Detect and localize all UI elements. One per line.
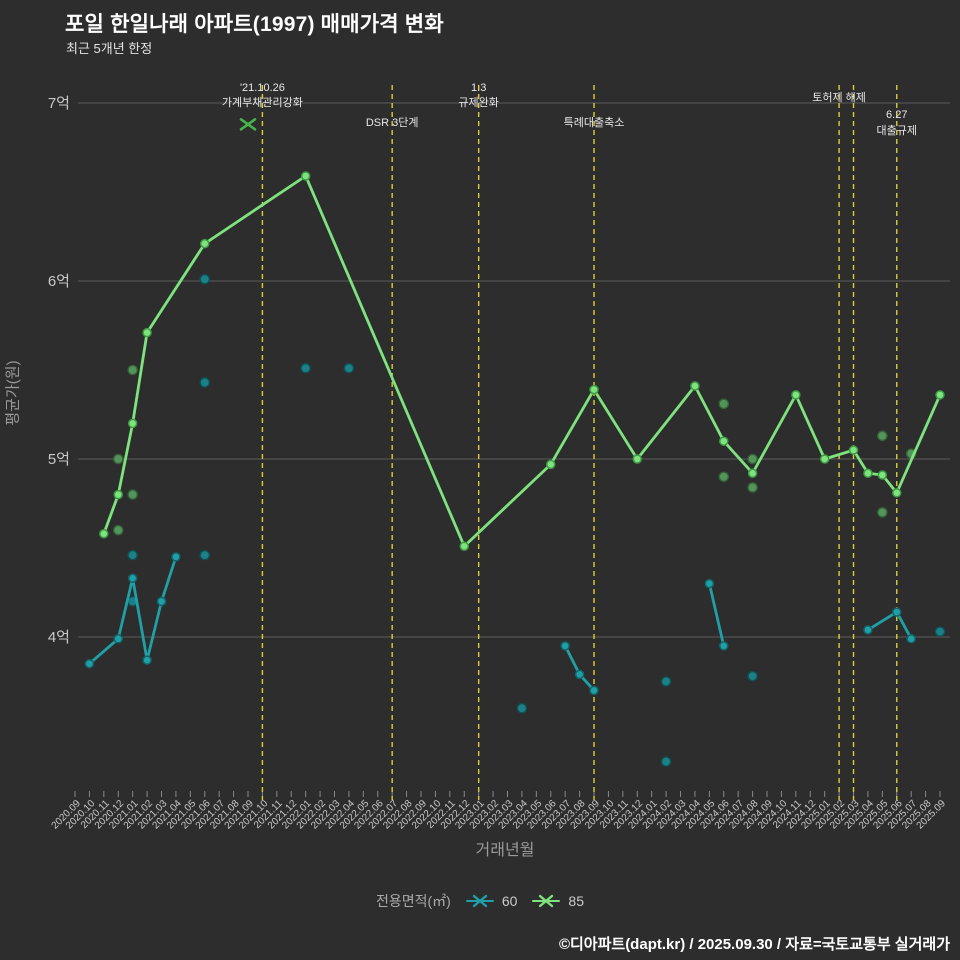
- series-marker-60: [863, 625, 873, 635]
- scatter-dot-60: [199, 549, 211, 561]
- legend: 전용면적(㎡) 60 85: [0, 891, 960, 911]
- series-marker-85: [300, 171, 311, 181]
- series-marker-60: [906, 634, 916, 644]
- series-marker-85: [747, 468, 758, 478]
- event-label: 규제완화: [458, 96, 498, 109]
- legend-marker-icon: [465, 894, 494, 908]
- series-marker-60: [892, 607, 902, 617]
- scatter-dot-85: [112, 453, 124, 465]
- series-line-60: [707, 582, 726, 648]
- event-label: '21.10.26: [240, 82, 285, 94]
- legend-item-85[interactable]: 85: [531, 893, 584, 909]
- series-line-60: [866, 610, 913, 641]
- y-tick-label: 7억: [48, 95, 70, 112]
- event-label: 1.3: [471, 82, 486, 94]
- series-marker-85: [200, 238, 210, 249]
- scatter-dot-60: [934, 626, 946, 637]
- scatter-dot-60: [199, 377, 211, 388]
- scatter-dot-60: [516, 702, 528, 714]
- scatter-dot-85: [718, 471, 730, 483]
- event-label: 대출규제: [877, 124, 917, 137]
- scatter-dot-60: [747, 670, 758, 682]
- series-marker-60: [142, 655, 152, 665]
- y-tick-label: 4억: [48, 629, 70, 646]
- series-line-85: [102, 174, 942, 548]
- scatter-dot-60: [127, 549, 138, 561]
- scatter-dot-85: [127, 364, 138, 376]
- series-line-60: [88, 555, 178, 666]
- series-marker-60: [113, 634, 124, 644]
- series-marker-60: [156, 596, 167, 607]
- series-marker-60: [171, 552, 181, 562]
- scatter-dot-60: [343, 362, 355, 374]
- series-marker-85: [546, 459, 556, 470]
- scatter-dot-85: [747, 453, 758, 465]
- series-marker-85: [791, 390, 801, 400]
- legend-item-label: 85: [568, 893, 584, 909]
- y-tick-label: 5억: [48, 451, 70, 468]
- series-marker-85: [935, 390, 945, 400]
- legend-item-label: 60: [501, 893, 518, 909]
- series-marker-85: [459, 541, 470, 551]
- series-marker-60: [719, 641, 729, 651]
- y-tick-label: 6억: [48, 273, 70, 290]
- series-marker-85: [719, 436, 729, 446]
- series-marker-85: [848, 445, 859, 455]
- series-marker-60: [560, 641, 570, 651]
- legend-marker-icon: [532, 894, 561, 908]
- scatter-dot-85: [747, 482, 758, 493]
- scatter-dot-85: [877, 430, 888, 442]
- series-marker-60: [84, 658, 95, 669]
- y-axis-title: 평균가(원): [4, 360, 22, 426]
- series-marker-60: [589, 685, 599, 696]
- scatter-dot-85: [112, 524, 124, 536]
- scatter-dot-60: [300, 362, 311, 374]
- legend-title: 전용면적(㎡): [375, 893, 451, 909]
- series-marker-85: [589, 384, 599, 395]
- series-marker-85: [690, 381, 700, 391]
- legend-item-60[interactable]: 60: [465, 893, 518, 909]
- series-marker-60: [574, 669, 585, 680]
- series-marker-85: [632, 454, 643, 464]
- scatter-dot-60: [660, 676, 672, 687]
- event-label: 가계부채관리강화: [222, 96, 303, 109]
- footer-credit: ©디아파트(dapt.kr) / 2025.09.30 / 자료=국토교통부 실…: [558, 936, 950, 953]
- series-marker-85: [863, 468, 873, 478]
- series-marker-85: [113, 489, 124, 500]
- scatter-dot-85: [877, 507, 888, 518]
- series-marker-60: [127, 573, 138, 584]
- event-label: DSR 3단계: [366, 116, 419, 129]
- series-marker-60: [704, 578, 715, 589]
- series-marker-85: [877, 470, 888, 480]
- series-marker-85: [142, 327, 152, 338]
- event-x-icon: [239, 118, 257, 131]
- event-label: 토허제 해제: [812, 90, 866, 104]
- scatter-dot-85: [718, 398, 730, 410]
- x-axis-title: 거래년월: [475, 842, 535, 859]
- scatter-dot-85: [127, 489, 138, 500]
- series-marker-85: [99, 529, 109, 539]
- series-marker-85: [127, 418, 138, 429]
- event-label: 6.27: [886, 109, 907, 121]
- series-marker-85: [892, 488, 902, 498]
- scatter-dot-60: [660, 756, 672, 767]
- series-marker-85: [819, 454, 830, 464]
- chart-title: 포일 한일나래 아파트(1997) 매매가격 변화: [65, 13, 444, 36]
- chart-subtitle: 최근 5개년 한정: [66, 41, 153, 56]
- event-label: 특례대출축소: [564, 116, 625, 129]
- scatter-dot-60: [199, 273, 211, 285]
- series-line-60: [563, 644, 596, 692]
